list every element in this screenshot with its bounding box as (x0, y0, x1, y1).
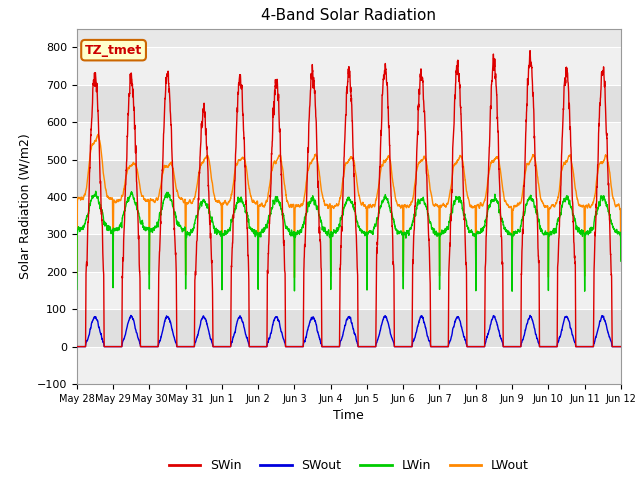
Bar (77, 197, 621, 234)
Bar (77, 272, 621, 309)
X-axis label: Time: Time (333, 409, 364, 422)
Text: TZ_tmet: TZ_tmet (85, 44, 142, 57)
Bar (77, 234, 621, 272)
Title: 4-Band Solar Radiation: 4-Band Solar Radiation (261, 9, 436, 24)
Bar (77, 347, 621, 384)
Y-axis label: Solar Radiation (W/m2): Solar Radiation (W/m2) (18, 133, 31, 279)
Legend: SWin, SWout, LWin, LWout: SWin, SWout, LWin, LWout (164, 454, 534, 477)
Bar (77, 48, 621, 85)
Bar (77, 85, 621, 122)
Bar (77, 309, 621, 347)
Bar (77, 122, 621, 160)
Bar (77, 160, 621, 197)
